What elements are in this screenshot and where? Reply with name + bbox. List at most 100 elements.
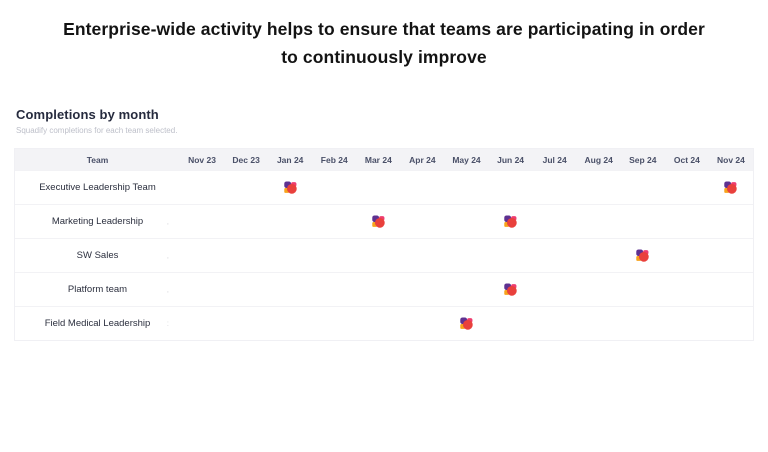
column-header-month: Dec 23 [232, 154, 260, 165]
column-header-month: Jul 24 [542, 154, 567, 165]
month-cell [444, 273, 488, 306]
team-name: Marketing Leadership, [51, 216, 169, 227]
table-row: Field Medical Leadership: [15, 306, 753, 340]
faint-mark: , [166, 250, 169, 260]
page: Enterprise-wide activity helps to ensure… [0, 0, 768, 341]
page-title-line-1: Enterprise-wide activity helps to ensure… [63, 19, 705, 39]
section-title: Completions by month [16, 107, 159, 122]
month-cell [356, 239, 400, 272]
month-cell [180, 171, 224, 204]
month-cell [224, 273, 268, 306]
month-cell [268, 205, 312, 238]
table-row: Executive Leadership Team [15, 170, 753, 204]
month-cell [665, 239, 709, 272]
month-cell [489, 171, 533, 204]
month-cell [621, 273, 665, 306]
column-header-month: Sep 24 [629, 154, 657, 165]
month-cell [224, 239, 268, 272]
month-cell [444, 239, 488, 272]
section-header: Completions by month Squadify completion… [16, 107, 768, 135]
team-name: Field Medical Leadership: [44, 318, 169, 329]
month-cell [444, 307, 488, 340]
month-cell [709, 239, 753, 272]
column-header-month: Nov 24 [717, 154, 745, 165]
column-header-team: Team [86, 154, 109, 165]
month-cell [356, 273, 400, 306]
month-cell [621, 307, 665, 340]
page-title: Enterprise-wide activity helps to ensure… [0, 0, 768, 71]
team-name: SW Sales, [76, 250, 169, 261]
month-cell [444, 205, 488, 238]
month-cell [577, 273, 621, 306]
column-header-month: Aug 24 [584, 154, 613, 165]
month-cell [400, 307, 444, 340]
month-cell [665, 205, 709, 238]
table-body: Executive Leadership Team Marketing Lead… [15, 170, 753, 340]
month-cell [224, 205, 268, 238]
month-cell [709, 307, 753, 340]
month-cell [621, 239, 665, 272]
month-cell [533, 307, 577, 340]
column-header-month: Nov 23 [188, 154, 216, 165]
squadify-logo-icon [460, 317, 473, 330]
column-header-month: Jan 24 [276, 154, 304, 165]
month-cell [709, 273, 753, 306]
column-header-month: Jun 24 [497, 154, 525, 165]
month-cell [709, 205, 753, 238]
faint-mark: : [166, 318, 169, 328]
month-cell [444, 171, 488, 204]
column-header-month: Mar 24 [364, 154, 392, 165]
column-header-month: Oct 24 [673, 154, 700, 165]
team-name: Platform team, [67, 284, 169, 295]
month-cell [665, 273, 709, 306]
month-cell [665, 307, 709, 340]
month-cell [577, 205, 621, 238]
month-cell [268, 273, 312, 306]
squadify-logo-icon [636, 249, 650, 262]
month-cell [533, 273, 577, 306]
month-cell [224, 307, 268, 340]
month-cell [180, 307, 224, 340]
month-cell [577, 307, 621, 340]
team-name: Executive Leadership Team [39, 182, 156, 193]
month-cell [621, 171, 665, 204]
page-title-line-2: to continuously improve [281, 47, 487, 67]
table-row: SW Sales, [15, 238, 753, 272]
month-cell [312, 239, 356, 272]
month-cell [489, 273, 533, 306]
month-cell [268, 307, 312, 340]
month-cell [400, 171, 444, 204]
faint-mark: , [166, 216, 169, 226]
month-cell [709, 171, 753, 204]
month-cell [400, 239, 444, 272]
section-subtitle: Squadify completions for each team selec… [16, 126, 178, 135]
squadify-logo-icon [372, 215, 385, 228]
table-header-row: Team Nov 23 Dec 23 Jan 24 Feb 24 Mar 24 Apr 24… [15, 149, 753, 170]
table-row: Marketing Leadership, [15, 204, 753, 238]
completions-by-month-table: Team Nov 23 Dec 23 Jan 24 Feb 24 Mar 24 Apr 24… [14, 148, 754, 341]
month-cell [533, 205, 577, 238]
squadify-logo-icon [504, 215, 517, 228]
squadify-logo-icon [504, 283, 517, 296]
month-cell [577, 239, 621, 272]
month-cell [489, 239, 533, 272]
month-cell [268, 239, 312, 272]
month-cell [312, 307, 356, 340]
month-cell [489, 307, 533, 340]
month-cell [180, 205, 224, 238]
month-cell [621, 205, 665, 238]
column-header-month: Feb 24 [320, 154, 348, 165]
table-row: Platform team, [15, 272, 753, 306]
month-cell [312, 273, 356, 306]
month-cell [533, 239, 577, 272]
month-cell [356, 307, 400, 340]
month-cell [180, 239, 224, 272]
month-cell [400, 273, 444, 306]
month-cell [180, 273, 224, 306]
month-cell [577, 171, 621, 204]
month-cell [224, 171, 268, 204]
month-cell [400, 205, 444, 238]
month-cell [356, 171, 400, 204]
month-cell [665, 171, 709, 204]
month-cell [356, 205, 400, 238]
